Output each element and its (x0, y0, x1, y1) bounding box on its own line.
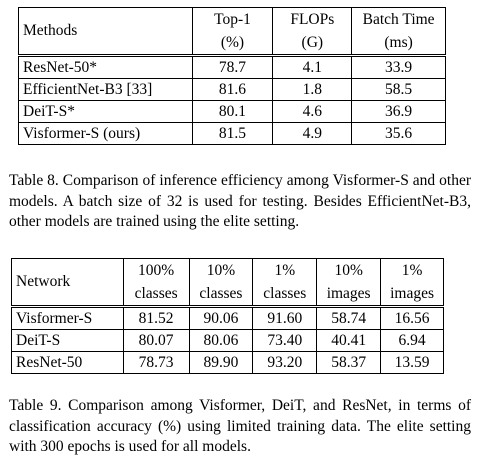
table-9-header-sub-row: classes classes classes images images (12, 282, 444, 308)
table-8-method: Visformer-S (ours) (18, 122, 193, 145)
table-9-cell: 58.74 (316, 306, 382, 330)
table-8-header-units-row: (%) (G) (ms) (19, 31, 446, 57)
table-8-cell: 4.9 (272, 122, 353, 145)
table-9-header: 10% (189, 258, 254, 282)
table-9-subheader: images (380, 282, 444, 308)
table-9-cell: 81.52 (123, 306, 190, 330)
table-9-cell: 80.07 (123, 329, 190, 352)
table-row: Visformer-S 81.52 90.06 91.60 58.74 16.5… (11, 306, 444, 330)
table-8-header-methods: Methods (18, 7, 193, 57)
table-row: Visformer-S (ours) 81.5 4.9 35.6 (18, 122, 446, 145)
table-9-cell: 73.40 (252, 329, 318, 352)
table-8-cell: 81.5 (192, 122, 274, 145)
table-9-header: 100% (123, 258, 190, 282)
table-9-subheader: classes (252, 282, 318, 308)
table-row: EfficientNet-B3 [33] 81.6 1.8 58.5 (18, 78, 446, 101)
table-row: ResNet-50* 78.7 4.1 33.9 (18, 55, 446, 79)
table-8-cell: 35.6 (351, 122, 446, 145)
table-9-caption: Table 9. Comparison among Visformer, Dei… (9, 397, 471, 455)
table-row: DeiT-S 80.07 80.06 73.40 40.41 6.94 (11, 329, 444, 352)
table-row: DeiT-S* 80.1 4.6 36.9 (18, 100, 446, 123)
table-8-caption: Table 8. Comparison of inference efficie… (9, 172, 471, 230)
table-8-unit-flops: (G) (272, 31, 353, 57)
table-8-method: EfficientNet-B3 [33] (18, 78, 193, 101)
table-8-cell: 4.6 (272, 100, 353, 123)
table-8-header-batch-time: Batch Time (351, 7, 446, 31)
table-9: Network 100% 10% 1% 10% 1% classes class… (11, 258, 444, 374)
table-9-cell: 80.06 (189, 329, 254, 352)
table-8-cell: 4.1 (272, 55, 353, 79)
table-9-cell: 78.73 (123, 351, 190, 374)
table-9-header: 1% (380, 258, 444, 282)
table-9-cell: 58.37 (316, 351, 382, 374)
table-9-network: DeiT-S (11, 329, 124, 352)
table-8-method: DeiT-S* (18, 100, 193, 123)
table-9-header: 10% (316, 258, 382, 282)
table-8-header-row: Methods Top-1 FLOPs Batch Time (18, 7, 446, 57)
table-8-cell: 33.9 (351, 55, 446, 79)
table-9-network: Visformer-S (11, 306, 124, 330)
table-9-header-network: Network (11, 258, 124, 308)
table-8-unit-batch-time: (ms) (351, 31, 446, 57)
table-9-cell: 40.41 (316, 329, 382, 352)
table-8-cell: 80.1 (192, 100, 274, 123)
table-8-header-flops: FLOPs (272, 7, 353, 31)
table-8: Methods Top-1 FLOPs Batch Time (%) (G) (… (18, 7, 446, 145)
table-8-cell: 36.9 (351, 100, 446, 123)
table-9-header-row: Network 100% 10% 1% 10% 1% (11, 258, 444, 308)
table-row: ResNet-50 78.73 89.90 93.20 58.37 13.59 (11, 351, 444, 374)
table-9-network: ResNet-50 (11, 351, 124, 374)
table-8-cell: 1.8 (272, 78, 353, 101)
table-9-subheader: images (316, 282, 382, 308)
table-9-cell: 93.20 (252, 351, 318, 374)
table-9-cell: 91.60 (252, 306, 318, 330)
table-9-cell: 6.94 (380, 329, 444, 352)
table-8-header-top1: Top-1 (192, 7, 274, 31)
table-8-cell: 81.6 (192, 78, 274, 101)
table-9-cell: 89.90 (189, 351, 254, 374)
table-8-cell: 78.7 (192, 55, 274, 79)
table-8-cell: 58.5 (351, 78, 446, 101)
table-8-unit-top1: (%) (192, 31, 274, 57)
table-9-subheader: classes (189, 282, 254, 308)
table-9-cell: 13.59 (380, 351, 444, 374)
table-9-header: 1% (252, 258, 318, 282)
table-9-cell: 16.56 (380, 306, 444, 330)
table-9-cell: 90.06 (189, 306, 254, 330)
table-9-subheader: classes (123, 282, 190, 308)
table-8-method: ResNet-50* (18, 55, 193, 79)
